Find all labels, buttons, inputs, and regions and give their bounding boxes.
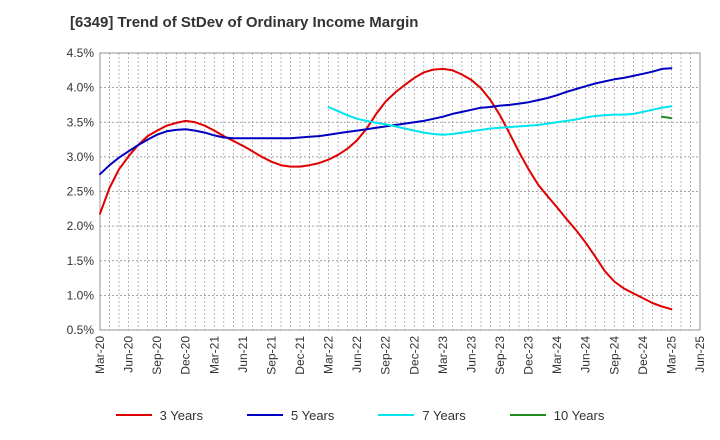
y-tick-label: 4.5% [67, 46, 95, 60]
x-tick-label: Jun-23 [464, 336, 478, 373]
legend-item: 5 Years [247, 408, 334, 423]
legend-swatch [247, 414, 283, 416]
x-tick-label: Dec-23 [522, 336, 536, 375]
x-tick-label: Jun-22 [350, 336, 364, 373]
x-tick-label: Dec-20 [179, 336, 193, 375]
legend-swatch [509, 414, 546, 416]
y-tick-label: 1.5% [67, 254, 95, 268]
x-tick-label: Dec-24 [636, 336, 650, 375]
chart-title: [6349] Trend of StDev of Ordinary Income… [70, 14, 419, 31]
x-tick-label: Sep-21 [264, 336, 278, 375]
legend-swatch [115, 414, 152, 416]
y-tick-label: 3.5% [67, 115, 95, 129]
x-tick-label: Dec-22 [407, 336, 421, 375]
x-tick-label: Dec-21 [293, 336, 307, 375]
x-tick-label: Jun-21 [236, 336, 250, 373]
y-tick-label: 3.0% [67, 150, 95, 164]
x-tick-label: Mar-25 [664, 336, 678, 374]
legend-label: 3 Years [159, 407, 203, 423]
x-tick-label: Sep-23 [493, 336, 507, 375]
legend-label: 5 Years [291, 407, 335, 423]
x-tick-label: Mar-20 [93, 336, 107, 374]
y-tick-label: 2.0% [67, 219, 95, 233]
legend-item: 7 Years [378, 407, 466, 423]
legend: 3 Years 5 Years 7 Years 10 Years [0, 404, 720, 426]
x-tick-label: Mar-22 [322, 336, 336, 374]
x-tick-label: Mar-24 [550, 336, 564, 374]
y-tick-label: 2.5% [67, 185, 95, 199]
series-line-3-years [99, 67, 673, 311]
x-tick-label: Jun-20 [122, 336, 136, 373]
y-tick-label: 0.5% [67, 323, 95, 337]
series-line-7-years [327, 105, 673, 136]
x-tick-label: Mar-23 [436, 336, 450, 374]
y-tick-label: 1.0% [67, 288, 95, 302]
legend-item: 3 Years [115, 407, 203, 423]
legend-item: 10 Years [509, 407, 605, 423]
x-tick-label: Sep-20 [150, 336, 164, 375]
x-tick-label: Jun-25 [693, 336, 707, 373]
legend-label: 10 Years [553, 407, 605, 423]
x-tick-label: Sep-24 [607, 336, 621, 375]
x-tick-label: Mar-21 [207, 336, 221, 374]
y-tick-label: 4.0% [67, 81, 95, 95]
legend-label: 7 Years [422, 407, 466, 423]
axes: 0.5% 1.0% 1.5% 2.0% 2.5% 3.0% 3.5% 4.0% 4.5% Mar-… [67, 46, 707, 375]
x-tick-label: Jun-24 [579, 336, 593, 373]
series-line-10-years [660, 115, 673, 120]
line-chart: 0.5% 1.0% 1.5% 2.0% 2.5% 3.0% 3.5% 4.0% 4.5% Mar-… [67, 46, 707, 375]
x-tick-label: Sep-22 [379, 336, 393, 375]
series-lines [99, 67, 673, 311]
series-line-5-years [99, 67, 673, 176]
legend-swatch [378, 414, 415, 416]
